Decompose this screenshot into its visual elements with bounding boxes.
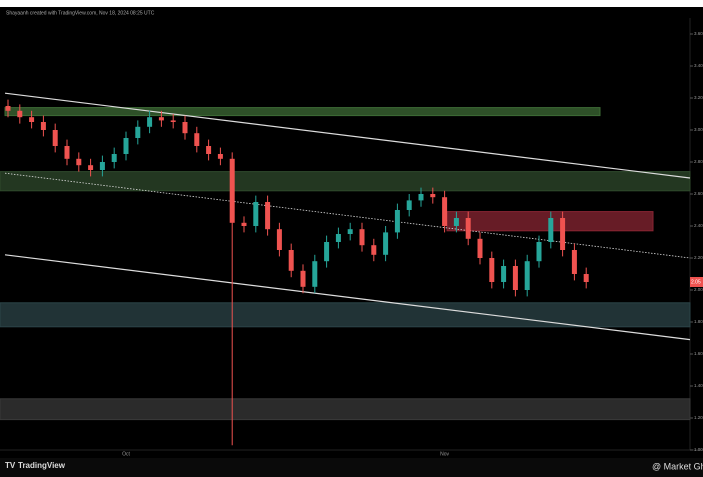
y-tick-label: 3.60	[694, 31, 703, 36]
candle-body	[182, 122, 188, 134]
candle-body	[406, 200, 412, 210]
candle-body	[229, 158, 235, 223]
candle-body	[276, 229, 282, 250]
y-tick-label: 2.00	[694, 287, 703, 292]
candle-body	[383, 232, 389, 255]
candle-body	[442, 197, 448, 226]
trendline	[4, 172, 691, 259]
y-tick-label: 3.00	[694, 127, 703, 132]
y-tick-label: 1.80	[694, 319, 703, 324]
y-tick-label: 2.80	[694, 159, 703, 164]
candle-body	[111, 154, 117, 162]
candle-body	[335, 234, 341, 242]
candle-body	[560, 218, 566, 250]
y-tick-label: 1.20	[694, 415, 703, 420]
candle-body	[512, 266, 518, 290]
candle-body	[453, 218, 459, 226]
candle-body	[477, 238, 483, 258]
candle-body	[394, 210, 400, 233]
candle-body	[5, 106, 11, 111]
y-tick-label: 2.20	[694, 255, 703, 260]
candle-body	[265, 202, 271, 230]
brand-logo: TV	[5, 461, 16, 470]
x-tick-label: Oct	[122, 451, 130, 457]
top-strip	[0, 0, 703, 7]
brand: TradingView	[18, 461, 66, 470]
zone	[0, 398, 691, 421]
candle-body	[241, 222, 247, 226]
zone	[0, 302, 691, 328]
candle-body	[88, 165, 94, 170]
candle-body	[29, 117, 35, 122]
footer	[0, 458, 703, 477]
candle-body	[288, 250, 294, 271]
candle-body	[489, 258, 495, 282]
zone	[0, 171, 691, 192]
candle-body	[135, 126, 141, 138]
candle-body	[583, 274, 589, 282]
candle-body	[253, 202, 259, 226]
trendline	[4, 92, 691, 179]
candle-body	[147, 117, 153, 127]
y-tick-label: 3.40	[694, 63, 703, 68]
candle-body	[465, 218, 471, 239]
candle-body	[324, 242, 330, 262]
candle-body	[430, 194, 436, 198]
candle-body	[371, 245, 377, 255]
candle-body	[312, 261, 318, 287]
candle-body	[206, 146, 212, 154]
zone	[4, 107, 601, 117]
candle-body	[536, 242, 542, 262]
y-tick-label: 2.40	[694, 223, 703, 228]
y-tick-label: 2.60	[694, 191, 703, 196]
candle-body	[524, 261, 530, 290]
candle-body	[418, 194, 424, 201]
candle-body	[548, 218, 554, 242]
candle-body	[571, 250, 577, 274]
y-tick-label: 3.20	[694, 95, 703, 100]
price-label-bg	[690, 277, 703, 287]
candle-body	[158, 117, 164, 121]
y-tick-label: 1.00	[694, 447, 703, 452]
price-label: 2.05	[691, 279, 701, 285]
header-text: Shayaanh created with TradingView.com, N…	[6, 10, 155, 16]
y-tick-label: 1.60	[694, 351, 703, 356]
x-tick-label: Nov	[440, 451, 449, 457]
candle-body	[217, 154, 223, 159]
candle-body	[347, 229, 353, 234]
candle-body	[123, 138, 129, 154]
candle-body	[40, 122, 46, 130]
trendline	[4, 254, 691, 341]
candle-body	[359, 229, 365, 246]
candle-body	[52, 130, 58, 146]
candle-body	[194, 133, 200, 146]
candle-body	[64, 146, 70, 159]
candle-body	[501, 266, 507, 282]
candle-body	[76, 158, 82, 166]
candle-body	[17, 110, 23, 118]
y-tick-label: 1.40	[694, 383, 703, 388]
watermark: @ Market Gh	[652, 461, 703, 471]
candle-body	[170, 120, 176, 122]
candle-body	[99, 162, 105, 170]
candle-body	[300, 270, 306, 287]
